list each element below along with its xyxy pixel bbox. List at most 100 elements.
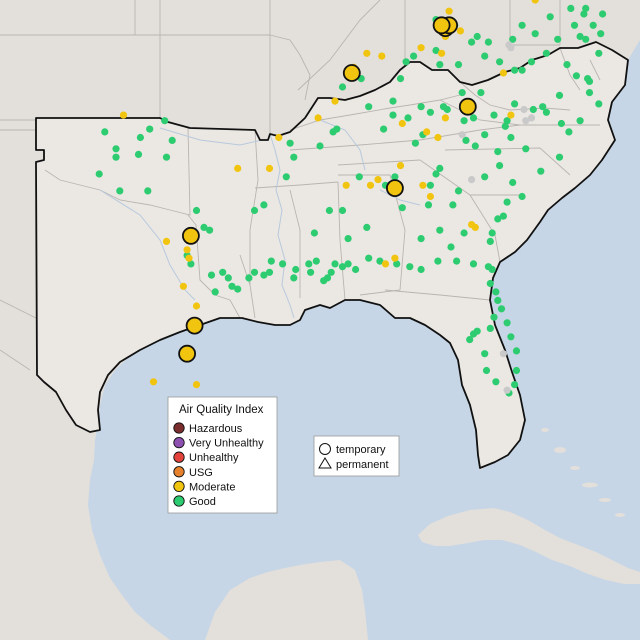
monitor-good-marker[interactable] <box>365 103 373 111</box>
monitor-good-marker[interactable] <box>290 153 298 161</box>
monitor-good-marker[interactable] <box>393 260 401 268</box>
monitor-good-marker[interactable] <box>316 142 324 150</box>
monitor-good-marker[interactable] <box>327 268 335 276</box>
monitor-moderate-marker[interactable] <box>192 381 201 389</box>
monitor-good-marker[interactable] <box>410 52 418 60</box>
monitor-good-marker[interactable] <box>449 201 457 209</box>
monitor-moderate-marker[interactable] <box>149 378 158 386</box>
monitor-moderate-marker[interactable] <box>499 69 507 77</box>
monitor-no-data-marker[interactable] <box>520 105 528 114</box>
monitor-good-marker[interactable] <box>162 153 171 161</box>
monitor-good-marker[interactable] <box>380 125 388 133</box>
monitor-good-marker[interactable] <box>250 268 259 276</box>
monitor-moderate-marker[interactable] <box>507 111 515 119</box>
monitor-good-marker[interactable] <box>219 268 227 276</box>
monitor-good-marker[interactable] <box>555 153 564 161</box>
monitor-good-marker[interactable] <box>338 83 347 91</box>
monitor-good-marker[interactable] <box>404 114 412 122</box>
monitor-moderate-marker[interactable] <box>363 49 371 57</box>
monitor-good-marker[interactable] <box>565 128 573 136</box>
monitor-no-data-marker[interactable] <box>458 131 466 139</box>
monitor-good-marker[interactable] <box>282 173 290 181</box>
monitor-good-marker[interactable] <box>402 58 410 66</box>
monitor-good-marker[interactable] <box>101 128 109 136</box>
monitor-good-marker[interactable] <box>307 268 315 276</box>
monitor-no-data-marker[interactable] <box>527 114 536 122</box>
monitor-good-marker[interactable] <box>352 265 360 274</box>
monitor-no-data-marker[interactable] <box>522 117 530 125</box>
monitor-temporary-moderate-marker[interactable] <box>432 16 451 35</box>
monitor-good-marker[interactable] <box>305 260 313 268</box>
monitor-good-marker[interactable] <box>497 305 506 313</box>
monitor-good-marker[interactable] <box>527 58 536 66</box>
monitor-moderate-marker[interactable] <box>438 49 446 57</box>
monitor-good-marker[interactable] <box>490 313 498 321</box>
monitor-good-marker[interactable] <box>116 187 124 195</box>
monitor-good-marker[interactable] <box>260 271 268 279</box>
monitor-good-marker[interactable] <box>567 4 575 12</box>
monitor-moderate-marker[interactable] <box>419 181 427 189</box>
monitor-good-marker[interactable] <box>503 117 511 125</box>
monitor-good-marker[interactable] <box>510 381 519 389</box>
monitor-good-marker[interactable] <box>460 229 468 237</box>
monitor-moderate-marker[interactable] <box>119 111 128 119</box>
monitor-good-marker[interactable] <box>522 145 530 153</box>
monitor-good-marker[interactable] <box>365 254 373 262</box>
monitor-good-marker[interactable] <box>557 119 566 128</box>
monitor-good-marker[interactable] <box>510 66 519 74</box>
monitor-good-marker[interactable] <box>599 10 607 18</box>
monitor-temporary-moderate-marker[interactable] <box>385 179 404 198</box>
monitor-good-marker[interactable] <box>582 4 590 12</box>
monitor-good-marker[interactable] <box>585 89 594 97</box>
monitor-no-data-marker[interactable] <box>503 386 511 394</box>
monitor-good-marker[interactable] <box>460 117 468 125</box>
monitor-good-marker[interactable] <box>507 133 515 142</box>
monitor-no-data-marker[interactable] <box>499 350 507 358</box>
monitor-good-marker[interactable] <box>490 111 498 119</box>
monitor-good-marker[interactable] <box>477 89 485 97</box>
monitor-moderate-marker[interactable] <box>179 282 187 290</box>
monitor-good-marker[interactable] <box>576 32 584 41</box>
monitor-moderate-marker[interactable] <box>374 176 382 184</box>
monitor-moderate-marker[interactable] <box>391 254 399 262</box>
monitor-temporary-moderate-marker[interactable] <box>178 344 197 363</box>
monitor-moderate-marker[interactable] <box>342 181 350 189</box>
monitor-good-marker[interactable] <box>492 288 500 296</box>
monitor-good-marker[interactable] <box>503 198 511 206</box>
monitor-good-marker[interactable] <box>509 35 517 43</box>
monitor-good-marker[interactable] <box>509 178 517 187</box>
monitor-good-marker[interactable] <box>417 235 425 243</box>
monitor-good-marker[interactable] <box>329 128 337 136</box>
monitor-moderate-marker[interactable] <box>456 27 464 35</box>
monitor-good-marker[interactable] <box>245 274 253 282</box>
monitor-good-marker[interactable] <box>267 257 275 265</box>
monitor-good-marker[interactable] <box>496 58 504 66</box>
monitor-good-marker[interactable] <box>512 347 521 355</box>
monitor-good-marker[interactable] <box>595 100 603 108</box>
monitor-good-marker[interactable] <box>134 150 143 158</box>
monitor-good-marker[interactable] <box>439 103 448 111</box>
monitor-good-marker[interactable] <box>112 145 120 153</box>
monitor-good-marker[interactable] <box>542 108 551 116</box>
monitor-good-marker[interactable] <box>546 13 554 21</box>
monitor-good-marker[interactable] <box>518 21 526 29</box>
monitor-good-marker[interactable] <box>486 279 494 288</box>
monitor-good-marker[interactable] <box>406 263 414 271</box>
monitor-good-marker[interactable] <box>312 257 320 265</box>
monitor-good-marker[interactable] <box>376 257 384 265</box>
monitor-good-marker[interactable] <box>200 223 208 231</box>
monitor-good-marker[interactable] <box>555 91 564 99</box>
monitor-good-marker[interactable] <box>146 125 154 133</box>
monitor-moderate-marker[interactable] <box>468 221 476 229</box>
monitor-good-marker[interactable] <box>206 226 214 234</box>
monitor-moderate-marker[interactable] <box>162 237 171 245</box>
monitor-good-marker[interactable] <box>325 206 333 215</box>
monitor-moderate-marker[interactable] <box>192 302 201 310</box>
monitor-moderate-marker[interactable] <box>417 44 425 52</box>
monitor-good-marker[interactable] <box>529 105 537 114</box>
monitor-good-marker[interactable] <box>224 274 232 282</box>
monitor-good-marker[interactable] <box>572 72 581 80</box>
monitor-good-marker[interactable] <box>396 75 405 83</box>
monitor-moderate-marker[interactable] <box>434 133 442 142</box>
